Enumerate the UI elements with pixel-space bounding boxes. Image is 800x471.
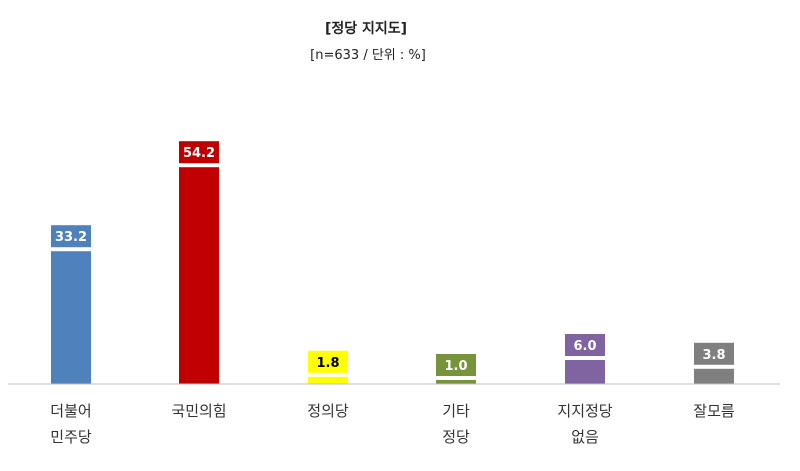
bar [436, 380, 476, 384]
data-label: 6.0 [573, 339, 596, 354]
data-label-box [51, 225, 91, 248]
bars-group: 33.2 54.2 1.8 1.0 6.0 3.8 [51, 141, 734, 384]
chart-subtitle: [n=633 / 단위 : %] [310, 48, 426, 63]
category-label: 없음 [571, 428, 599, 446]
data-label-box [565, 334, 605, 356]
data-label-box [179, 141, 219, 164]
category-label: 민주당 [50, 428, 92, 446]
category-label: 잘모름 [693, 402, 735, 420]
bar [179, 167, 219, 384]
data-label: 1.0 [444, 359, 467, 374]
category-label: 정의당 [307, 402, 349, 420]
category-label: 지지정당 [557, 402, 612, 420]
data-label-box [308, 350, 348, 373]
category-label: 기타 [442, 402, 470, 420]
data-label: 33.2 [55, 230, 87, 245]
bar [308, 376, 348, 384]
data-label: 1.8 [316, 356, 339, 371]
bar [51, 251, 91, 384]
category-label: 국민의힘 [171, 402, 226, 420]
chart-title: [정당 지지도] [325, 20, 407, 37]
category-label: 더불어 [50, 402, 91, 420]
data-label-box [694, 342, 734, 365]
data-label: 54.2 [183, 146, 215, 161]
data-label: 3.8 [702, 348, 725, 363]
data-label-box [436, 354, 476, 376]
bar [694, 368, 734, 384]
bar [565, 360, 605, 384]
category-label: 정당 [442, 428, 470, 446]
